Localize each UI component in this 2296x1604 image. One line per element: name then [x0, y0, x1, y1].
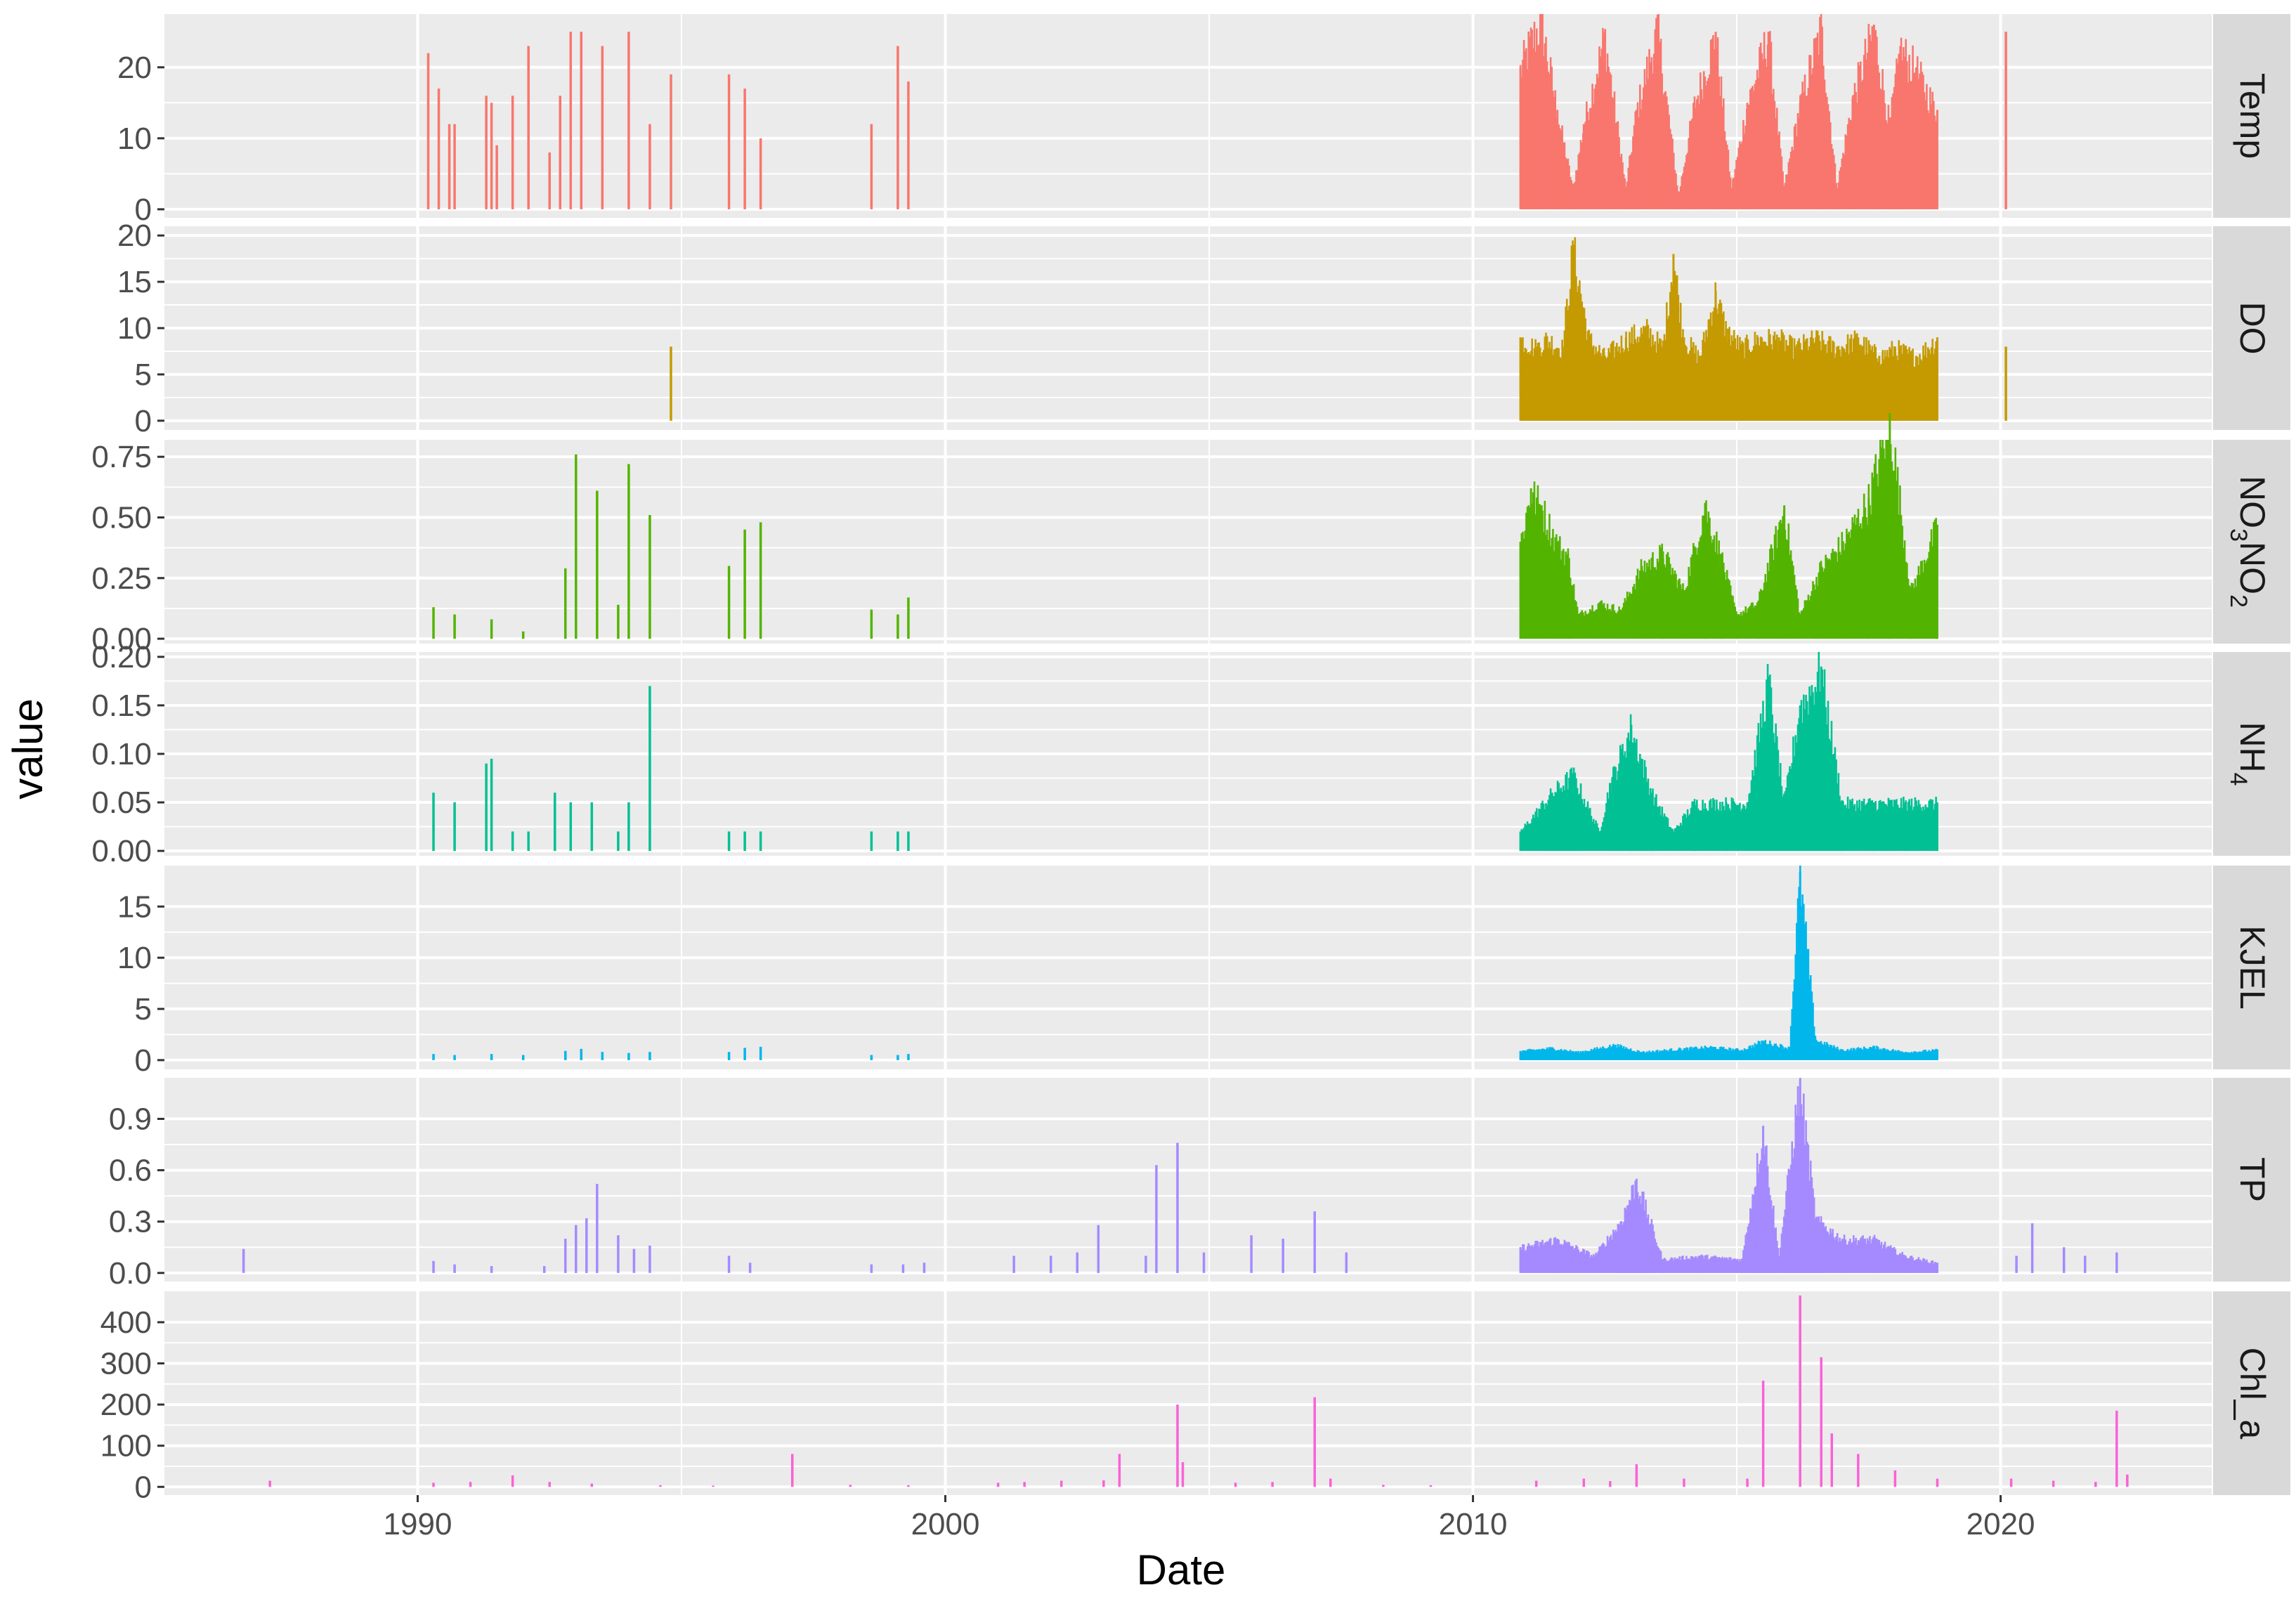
y-tick-label: 10	[117, 311, 152, 346]
y-tick-label: 5	[135, 992, 152, 1026]
facet-panel-kjel: 0 5 10 15 KJEL	[117, 866, 2290, 1078]
facet-label-no3no2: NO3NO2	[2225, 476, 2272, 608]
facet-panel-no3no2: 0.00 0.25 0.50 0.75 NO3NO2	[91, 413, 2290, 656]
facet-strip	[2213, 14, 2290, 218]
y-tick-label: 0	[135, 404, 152, 438]
dense-bars	[1519, 14, 1938, 209]
facet-label-temp: Temp	[2233, 73, 2272, 159]
y-tick-label: 5	[135, 358, 152, 392]
y-tick-label: 0.9	[109, 1102, 152, 1136]
y-tick-label: 0.50	[91, 500, 152, 535]
y-tick-label: 200	[100, 1388, 152, 1422]
y-tick-label: 300	[100, 1347, 152, 1381]
facet-label-do: DO	[2233, 302, 2272, 355]
y-tick-label: 0.15	[91, 689, 152, 723]
panel-background	[164, 1078, 2212, 1282]
y-tick-label: 0.00	[91, 834, 152, 868]
x-tick-label: 1990	[384, 1507, 452, 1541]
y-tick-label: 0	[135, 193, 152, 227]
y-tick-label: 0.6	[109, 1154, 152, 1188]
facet-panel-do: 0 5 10 15 20 DO	[117, 219, 2290, 438]
facet-strip	[2213, 866, 2290, 1069]
x-tick-label: 2000	[911, 1507, 980, 1541]
y-tick-label: 15	[117, 889, 152, 924]
facet-label-tp: TP	[2233, 1157, 2272, 1202]
panel-background	[164, 866, 2212, 1069]
facet-strip	[2213, 652, 2290, 856]
x-tick-label: 2010	[1439, 1507, 1508, 1541]
x-axis-title: Date	[1137, 1546, 1226, 1593]
y-tick-label: 20	[117, 51, 152, 85]
facet-label-chl_a: Chl_a	[2233, 1348, 2272, 1440]
dense-bars	[1519, 413, 1938, 639]
dense-bars	[1519, 866, 1938, 1060]
y-tick-label: 10	[117, 122, 152, 156]
facet-panel-temp: 0 10 20 Temp	[117, 14, 2290, 227]
y-tick-label: 0.20	[91, 640, 152, 674]
dense-bars	[1519, 1078, 1938, 1273]
facet-panel-tp: 0.0 0.3 0.6 0.9 TP	[109, 1078, 2290, 1291]
y-tick-label: 0.05	[91, 785, 152, 820]
y-tick-label: 0	[135, 1043, 152, 1078]
facet-strip	[2213, 226, 2290, 430]
y-tick-label: 400	[100, 1305, 152, 1340]
facet-label-nh4: NH4	[2225, 722, 2272, 785]
y-tick-label: 0	[135, 1470, 152, 1504]
y-tick-label: 0.0	[109, 1256, 152, 1291]
facet-panel-nh4: 0.00 0.05 0.10 0.15 0.20 NH4	[91, 640, 2290, 868]
dense-bars	[1519, 237, 1938, 421]
y-tick-label: 0.00	[91, 622, 152, 656]
y-tick-label: 15	[117, 265, 152, 299]
x-tick-label: 2020	[1966, 1507, 2035, 1541]
facet-strip	[2213, 1291, 2290, 1495]
facet-panel-chl_a: 0 100 200 300 400 Chl_a	[100, 1291, 2290, 1504]
y-tick-label: 20	[117, 219, 152, 253]
y-tick-label: 0.75	[91, 440, 152, 474]
y-tick-label: 100	[100, 1429, 152, 1463]
y-tick-label: 0.25	[91, 561, 152, 596]
facet-label-kjel: KJEL	[2233, 925, 2272, 1010]
y-tick-label: 10	[117, 941, 152, 975]
dense-bars	[1519, 652, 1938, 852]
y-tick-label: 0.3	[109, 1205, 152, 1239]
y-tick-label: 0.10	[91, 737, 152, 771]
facet-strip	[2213, 440, 2290, 644]
y-axis-title: value	[4, 698, 51, 799]
panel-background	[164, 1291, 2212, 1495]
facet-strip	[2213, 1078, 2290, 1282]
